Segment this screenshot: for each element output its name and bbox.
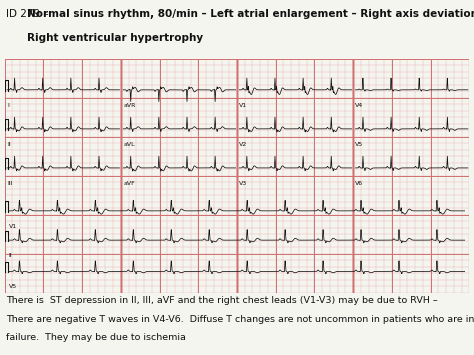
Text: III: III — [7, 181, 13, 186]
Text: aVF: aVF — [123, 181, 135, 186]
Text: V5: V5 — [9, 284, 17, 289]
Text: V6: V6 — [356, 181, 364, 186]
Text: V2: V2 — [239, 142, 247, 147]
Text: aVL: aVL — [123, 142, 135, 147]
Text: I: I — [7, 103, 9, 108]
Text: Normal sinus rhythm, 80/min – Left atrial enlargement – Right axis deviation: Normal sinus rhythm, 80/min – Left atria… — [27, 9, 474, 19]
Text: V1: V1 — [9, 224, 17, 229]
Text: There is  ST depression in II, III, aVF and the right chest leads (V1-V3) may be: There is ST depression in II, III, aVF a… — [6, 296, 438, 305]
Text: V4: V4 — [356, 103, 364, 108]
Text: There are negative T waves in V4-V6.  Diffuse T changes are not uncommon in pati: There are negative T waves in V4-V6. Dif… — [6, 315, 474, 324]
Text: V5: V5 — [356, 142, 364, 147]
Text: II: II — [9, 253, 12, 258]
Text: V1: V1 — [239, 103, 247, 108]
Text: failure.  They may be due to ischemia: failure. They may be due to ischemia — [6, 333, 185, 342]
Text: V3: V3 — [239, 181, 247, 186]
Text: ID 279 –: ID 279 – — [6, 9, 55, 19]
Text: II: II — [7, 142, 11, 147]
Text: Right ventricular hypertrophy: Right ventricular hypertrophy — [27, 33, 203, 43]
Text: aVR: aVR — [123, 103, 136, 108]
